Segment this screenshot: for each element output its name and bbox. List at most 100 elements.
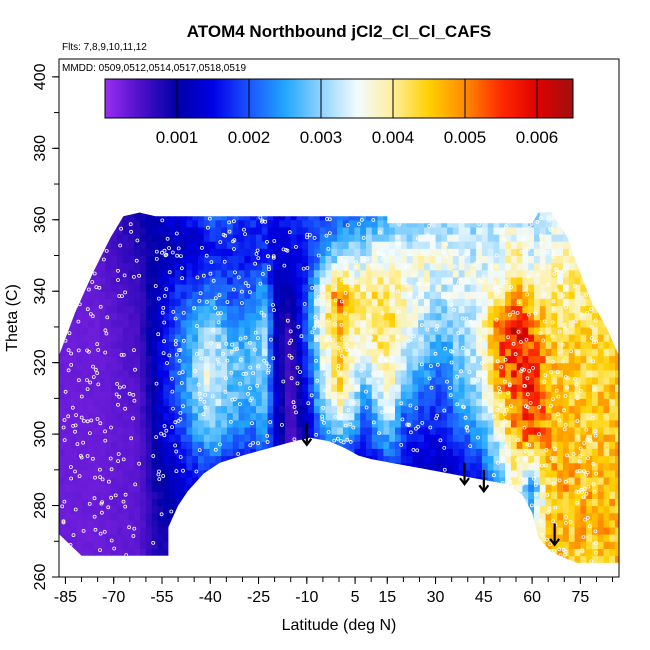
heatmap-cell: [441, 341, 448, 349]
heatmap-cell: [331, 341, 338, 349]
heatmap-cell: [429, 276, 437, 285]
heatmap-cell: [505, 384, 512, 392]
heatmap-cell: [209, 462, 216, 471]
heatmap-cell: [522, 376, 529, 385]
track-point: [295, 381, 300, 386]
heatmap-cell: [609, 555, 616, 563]
track-point: [131, 534, 136, 538]
track-point: [443, 346, 448, 351]
heatmap-cell: [499, 212, 506, 221]
heatmap-cell: [250, 269, 257, 278]
colorbar-swatch: [279, 79, 282, 118]
track-point: [448, 393, 453, 398]
track-point: [551, 519, 555, 524]
heatmap-cell: [458, 427, 466, 435]
heatmap-cell: [412, 355, 419, 364]
track-point: [523, 457, 527, 462]
heatmap-cell: [192, 241, 199, 249]
heatmap-cell: [273, 284, 280, 292]
heatmap-cell: [481, 262, 489, 271]
heatmap-cell: [244, 234, 251, 242]
heatmap-cell: [59, 398, 66, 407]
heatmap-cell: [116, 519, 124, 528]
heatmap-cell: [313, 419, 321, 428]
heatmap-cell: [551, 348, 558, 357]
heatmap-cell: [186, 412, 193, 421]
heatmap-cell: [221, 255, 228, 264]
colorbar-swatch: [217, 79, 220, 118]
heatmap-cell: [99, 305, 106, 314]
heatmap-cell: [209, 219, 216, 228]
heatmap-cell: [505, 398, 512, 407]
heatmap-cell: [331, 212, 338, 221]
heatmap-cell: [464, 462, 471, 471]
heatmap-cell: [557, 427, 564, 435]
heatmap-cell: [232, 226, 240, 235]
heatmap-cell: [499, 298, 506, 307]
heatmap-cell: [470, 477, 477, 485]
colorbar-swatch: [261, 79, 264, 118]
heatmap-cell: [615, 398, 619, 407]
heatmap-cell: [389, 291, 396, 299]
heatmap-cell: [505, 419, 512, 428]
heatmap-cell: [539, 548, 547, 557]
track-point: [456, 281, 461, 286]
heatmap-cell: [59, 455, 66, 464]
track-point: [104, 331, 109, 336]
heatmap-cell: [64, 469, 72, 478]
heatmap-cell: [221, 219, 228, 228]
heatmap-cell: [464, 384, 471, 392]
heatmap-cell: [296, 412, 303, 421]
track-point: [85, 387, 90, 392]
heatmap-cell: [505, 262, 512, 271]
track-point: [89, 418, 94, 423]
heatmap-cell: [412, 434, 419, 442]
heatmap-cell: [441, 234, 448, 242]
heatmap-cell: [128, 541, 135, 549]
heatmap-cell: [609, 412, 616, 421]
heatmap-cell: [528, 262, 535, 271]
heatmap-cell: [510, 477, 518, 485]
heatmap-cell: [418, 291, 425, 299]
heatmap-cell: [122, 519, 130, 528]
heatmap-cell: [412, 369, 419, 378]
heatmap-cell: [505, 391, 512, 399]
heatmap-cell: [82, 541, 89, 549]
heatmap-cell: [586, 334, 593, 342]
heatmap-cell: [325, 262, 332, 271]
heatmap-cell: [134, 312, 141, 321]
heatmap-cell: [215, 405, 222, 414]
heatmap-cell: [116, 234, 124, 242]
heatmap-cell: [279, 212, 286, 214]
heatmap-cell: [145, 519, 153, 528]
heatmap-cell: [302, 276, 309, 285]
track-point: [493, 285, 497, 290]
track-point: [109, 425, 113, 430]
track-point: [254, 251, 259, 256]
track-point: [579, 295, 584, 300]
track-point: [339, 395, 343, 399]
heatmap-cell: [487, 255, 495, 264]
heatmap-cell: [250, 262, 257, 271]
track-point: [112, 546, 117, 551]
heatmap-cell: [325, 376, 332, 385]
heatmap-cell: [435, 348, 442, 357]
heatmap-cell: [140, 234, 147, 242]
heatmap-cell: [528, 412, 535, 421]
heatmap-cell: [273, 427, 280, 435]
track-point: [209, 260, 214, 265]
heatmap-cell: [551, 419, 558, 428]
heatmap-cell: [522, 398, 529, 407]
heatmap-cell: [169, 412, 176, 421]
heatmap-cell: [476, 391, 483, 399]
heatmap-cell: [464, 469, 471, 478]
heatmap-cell: [476, 419, 483, 428]
heatmap-cell: [505, 455, 512, 464]
heatmap-cell: [360, 262, 367, 271]
heatmap-cell: [360, 441, 367, 449]
heatmap-cell: [221, 305, 228, 314]
track-point: [314, 338, 319, 343]
track-point: [420, 420, 425, 425]
heatmap-cell: [151, 241, 159, 249]
